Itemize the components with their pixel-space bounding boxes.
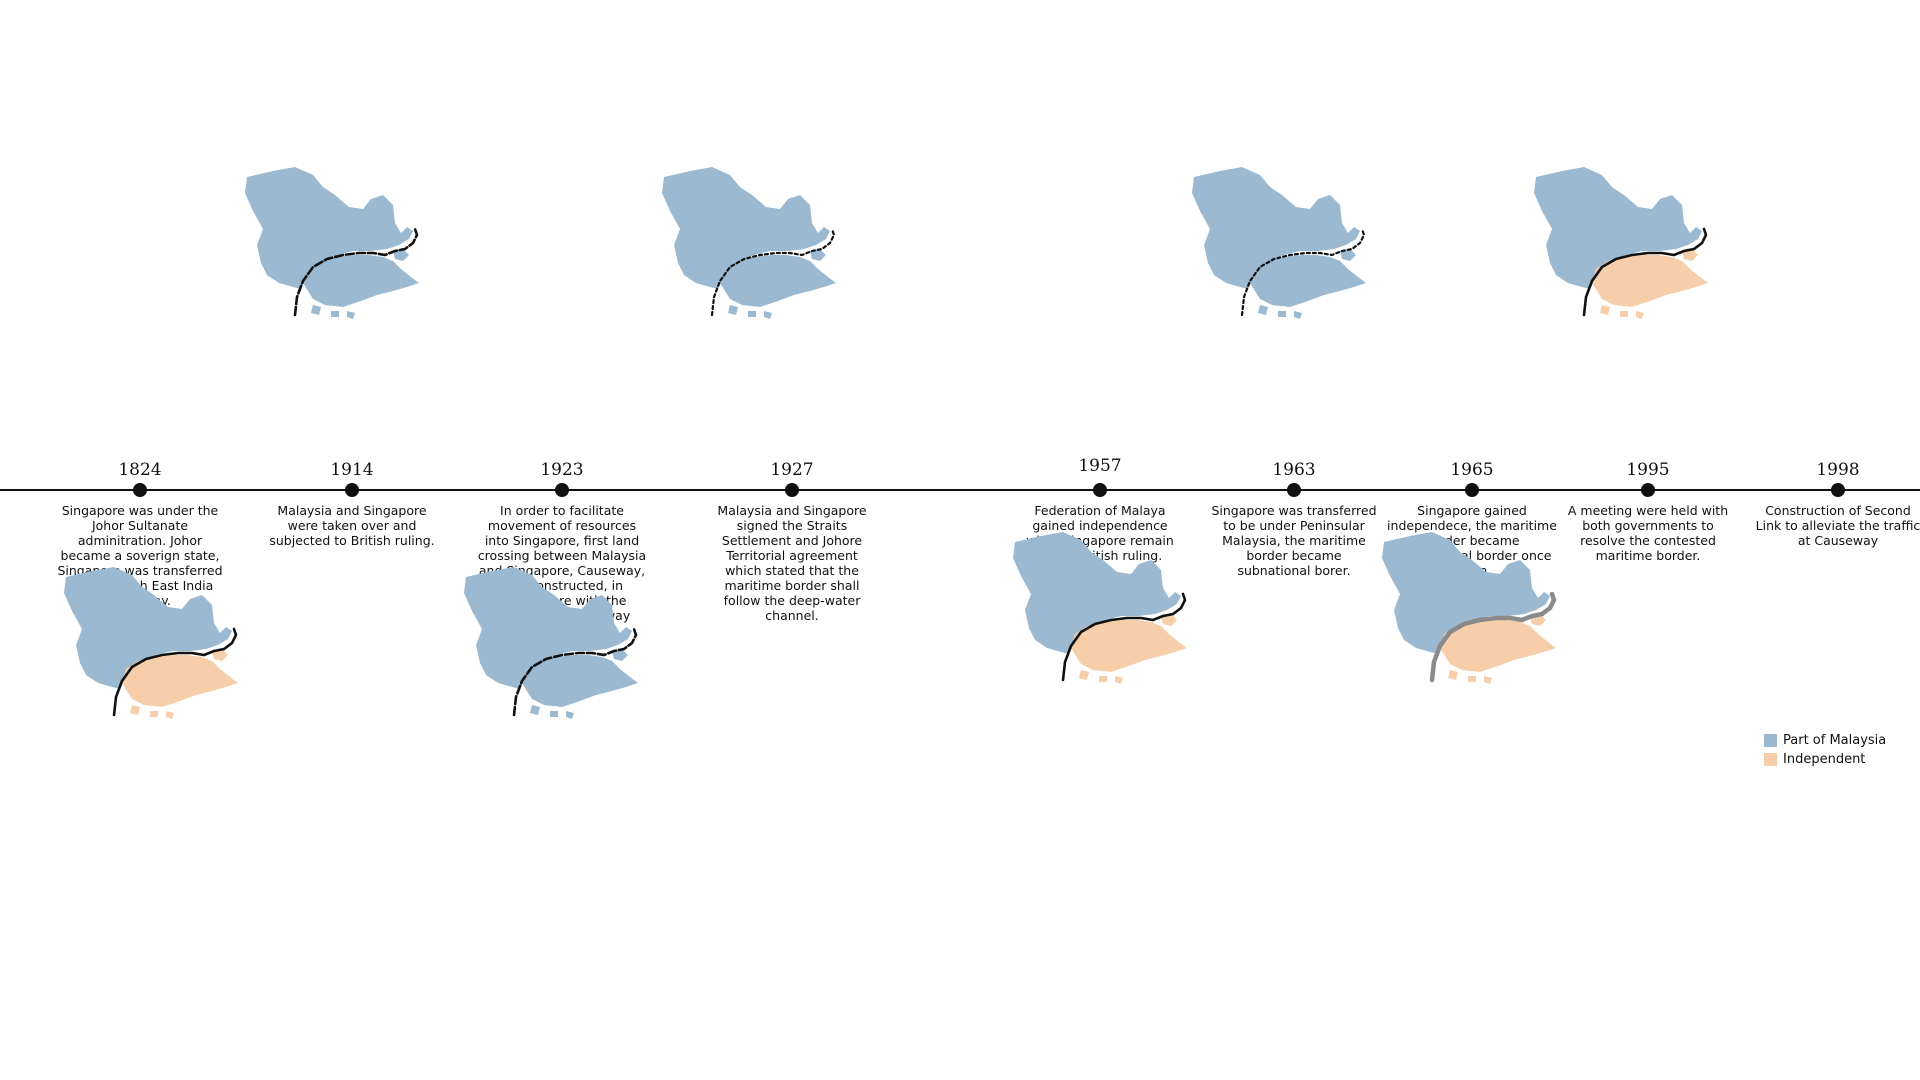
pulau-ubin [1682,249,1698,261]
timeline-axis [0,489,1920,491]
southern-island [550,711,558,717]
singapore-landmass [122,655,238,707]
timeline-marker [555,483,569,497]
event-description: Malaysia and Singapore were taken over a… [269,503,435,548]
timeline-marker [1831,483,1845,497]
johor-landmass [245,167,413,289]
southern-island [1468,676,1476,682]
singapore-landmass [522,655,638,707]
map-1995 [1534,167,1708,319]
timeline-marker [345,483,359,497]
map-1914 [245,167,419,319]
timeline-marker [785,483,799,497]
timeline-marker [1287,483,1301,497]
legend-swatch-independent [1764,753,1777,766]
singapore-landmass [1440,620,1556,672]
singapore-landmass [1592,255,1708,307]
southern-island [1294,311,1302,319]
southern-island [1600,305,1610,315]
singapore-landmass [720,255,836,307]
event-year: 1923 [540,460,584,480]
legend-swatch-malaysia [1764,734,1777,747]
johor-landmass [1013,532,1181,654]
event-year: 1998 [1816,460,1860,480]
timeline-marker [133,483,147,497]
event-year: 1824 [118,460,162,480]
event-year: 1927 [770,460,814,480]
southern-island [130,705,140,715]
southern-island [150,711,158,717]
southern-island [764,311,772,319]
timeline-marker [1465,483,1479,497]
southern-island [1620,311,1628,317]
map-1923 [464,567,638,719]
southern-island [1079,670,1089,680]
johor-landmass [464,567,632,689]
southern-island [1278,311,1286,317]
southern-island [166,711,174,719]
southern-island [1099,676,1107,682]
map-1927 [662,167,836,319]
southern-island [728,305,738,315]
johor-landmass [1192,167,1360,289]
johor-landmass [1534,167,1702,289]
maritime-border [293,227,419,317]
legend-label: Part of Malaysia [1783,733,1887,748]
maritime-border [1582,227,1708,317]
singapore-landmass [1071,620,1187,672]
pulau-ubin [1340,249,1356,261]
johor-landmass [64,567,232,689]
maritime-border [1061,592,1187,682]
singapore-landmass [1250,255,1366,307]
map-1965 [1382,532,1557,684]
southern-island [347,311,355,319]
maritime-border [1429,591,1557,683]
maritime-border [512,627,638,717]
event-year: 1965 [1450,460,1494,480]
event-description: A meeting were held with both government… [1567,503,1729,563]
event-year: 1957 [1078,456,1122,476]
legend-item-malaysia: Part of Malaysia [1764,731,1886,750]
legend: Part of Malaysia Independent [1764,731,1886,769]
singapore-landmass [303,255,419,307]
map-1824 [64,567,238,719]
event-year: 1995 [1626,460,1670,480]
southern-island [1636,311,1644,319]
southern-island [311,305,321,315]
southern-island [1115,676,1123,684]
timeline-marker [1641,483,1655,497]
event-year: 1914 [330,460,374,480]
johor-landmass [1382,532,1550,654]
pulau-ubin [1161,614,1177,626]
legend-item-independent: Independent [1764,750,1886,769]
maritime-border [1240,227,1366,317]
maritime-border [112,627,238,717]
legend-label: Independent [1783,752,1866,767]
southern-island [1448,670,1458,680]
timeline-marker [1093,483,1107,497]
southern-island [748,311,756,317]
southern-island [566,711,574,719]
map-1957 [1013,532,1187,684]
pulau-ubin [393,249,409,261]
pulau-ubin [612,649,628,661]
map-1963 [1192,167,1366,319]
event-description: Singapore was transferred to be under Pe… [1211,503,1377,578]
maritime-border [710,227,836,317]
johor-landmass [662,167,830,289]
event-year: 1963 [1272,460,1316,480]
pulau-ubin [810,249,826,261]
pulau-ubin [212,649,228,661]
event-description: Malaysia and Singapore signed the Strait… [717,503,867,623]
event-description: Construction of Second Link to alleviate… [1755,503,1920,548]
southern-island [331,311,339,317]
southern-island [1258,305,1268,315]
southern-island [530,705,540,715]
southern-island [1484,676,1492,684]
